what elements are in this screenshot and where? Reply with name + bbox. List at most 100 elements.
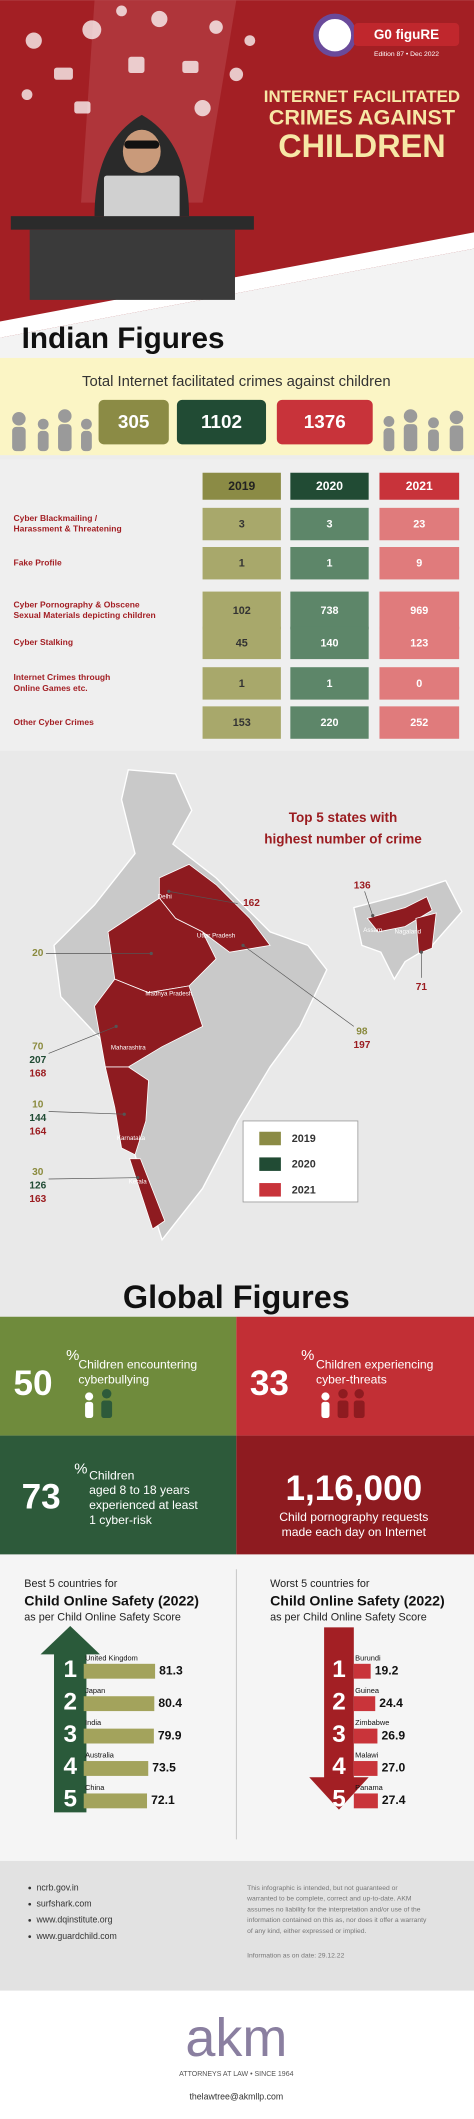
tagline: ATTORNEYS AT LAW • SINCE 1964	[179, 2071, 293, 2078]
score-label: 72.1	[151, 1793, 175, 1807]
cell-value: 45	[236, 637, 248, 649]
score-bar	[83, 1663, 156, 1679]
source: www.guardchild.com	[35, 1931, 116, 1941]
stat-bg	[0, 1435, 237, 1555]
cell-value: 123	[410, 637, 428, 649]
callout-value: 136	[354, 881, 371, 892]
disclaimer: information contained on this as, nor do…	[247, 1917, 427, 1924]
stat-value: 73	[22, 1477, 61, 1516]
stat-bg	[0, 1316, 237, 1436]
callout-value: 164	[29, 1126, 46, 1137]
rank: 2	[63, 1688, 77, 1715]
title-line: CRIMES AGAINST	[269, 105, 455, 130]
rank: 3	[63, 1721, 77, 1748]
stat-text: experienced at least	[89, 1498, 198, 1512]
score-label: 80.4	[158, 1696, 182, 1710]
callout-line	[242, 945, 355, 1027]
row-label: Internet Crimes through	[14, 672, 111, 682]
row-label: Cyber Pornography & Obscene	[14, 599, 140, 609]
callout-value: 163	[29, 1194, 46, 1205]
score-bar	[83, 1793, 148, 1809]
safety-heading: Worst 5 countries for	[270, 1578, 370, 1590]
legend-label: 2020	[292, 1159, 316, 1171]
country-name: Guinea	[355, 1686, 380, 1695]
stat-value: 50	[14, 1364, 53, 1403]
safety-subtitle: as per Child Online Safety Score	[270, 1612, 427, 1624]
year-label: 2019	[228, 479, 255, 493]
title-line: CHILDREN	[278, 128, 445, 164]
disclaimer: of any kind, either expressed or implied…	[247, 1928, 366, 1935]
stat-text: cyberbullying	[78, 1372, 149, 1386]
score-label: 24.4	[379, 1696, 403, 1710]
cell	[379, 507, 460, 541]
icons	[21, 5, 256, 117]
year-label: 2020	[316, 479, 343, 493]
cell	[202, 706, 281, 739]
cell	[202, 547, 281, 580]
callout-value: 71	[416, 982, 428, 993]
cell	[290, 626, 369, 660]
footer-bg	[0, 1860, 474, 1991]
score-bar	[353, 1696, 376, 1712]
cell	[379, 547, 460, 580]
callout-dot	[122, 1112, 126, 1116]
country-name: Panama	[355, 1783, 383, 1792]
rank: 4	[63, 1753, 77, 1780]
edition: Edition 87 • Dec 2022	[374, 51, 439, 58]
callout-dot	[136, 1176, 140, 1180]
stat-text: Children encountering	[78, 1358, 197, 1372]
callout-dot	[371, 914, 375, 918]
safety-title: Child Online Safety (2022)	[270, 1593, 445, 1609]
section-title: Indian Figures	[22, 322, 225, 355]
callout-value: 10	[32, 1099, 44, 1110]
cell	[379, 706, 460, 739]
cell-value: 3	[239, 519, 245, 531]
cell	[202, 591, 281, 630]
callout-value: 207	[29, 1055, 46, 1066]
cell	[290, 667, 369, 700]
disclaimer: warranted to be complete, correct and up…	[246, 1896, 412, 1903]
source: ncrb.gov.in	[36, 1882, 78, 1892]
cell-value: 140	[320, 637, 338, 649]
source: www.dqinstitute.org	[35, 1915, 112, 1925]
country-name: Malawi	[355, 1751, 378, 1760]
callout-dot	[167, 889, 171, 893]
cell-value: 1	[326, 558, 332, 570]
stat-text: made each day on Internet	[282, 1525, 427, 1539]
row-label: Online Games etc.	[14, 683, 88, 693]
callout-value: 98	[356, 1026, 368, 1037]
stat-bg	[236, 1435, 474, 1555]
score-label: 27.4	[382, 1793, 406, 1807]
legend-swatch	[259, 1183, 281, 1197]
map-title: Top 5 states with	[289, 810, 398, 825]
cell-value: 1	[326, 678, 332, 690]
country-name: India	[85, 1718, 102, 1727]
disclaimer: assumes no liability for the interpretat…	[247, 1906, 421, 1913]
callout-dot	[419, 950, 423, 954]
callout-dot	[241, 943, 245, 948]
row-label: Cyber Stalking	[14, 637, 74, 647]
callout-line	[48, 1026, 117, 1054]
arrow-shaft	[54, 1653, 87, 1813]
arrow-up	[40, 1626, 100, 1655]
cell	[379, 667, 460, 700]
callout-value: 144	[29, 1113, 46, 1124]
safety-title: Child Online Safety (2022)	[24, 1593, 199, 1609]
cell-value: 1	[239, 678, 245, 690]
arrow-shaft	[324, 1627, 354, 1779]
bullet	[28, 1935, 32, 1938]
callout-dot	[149, 951, 153, 956]
disclaimer: This infographic is intended, but not gu…	[247, 1885, 398, 1892]
year-header	[379, 472, 460, 500]
stat-value: 1,16,000	[285, 1469, 422, 1508]
logo: G0 figuRE	[374, 27, 439, 42]
callout-value: 197	[353, 1040, 370, 1051]
total-value: 1102	[201, 412, 242, 433]
score-label: 73.5	[152, 1761, 176, 1775]
score-bar	[353, 1761, 378, 1776]
cell-value: 23	[413, 519, 425, 531]
bullet	[28, 1886, 32, 1890]
logo-box	[353, 23, 460, 47]
total-box	[98, 399, 169, 445]
country-name: Burundi	[355, 1653, 381, 1662]
